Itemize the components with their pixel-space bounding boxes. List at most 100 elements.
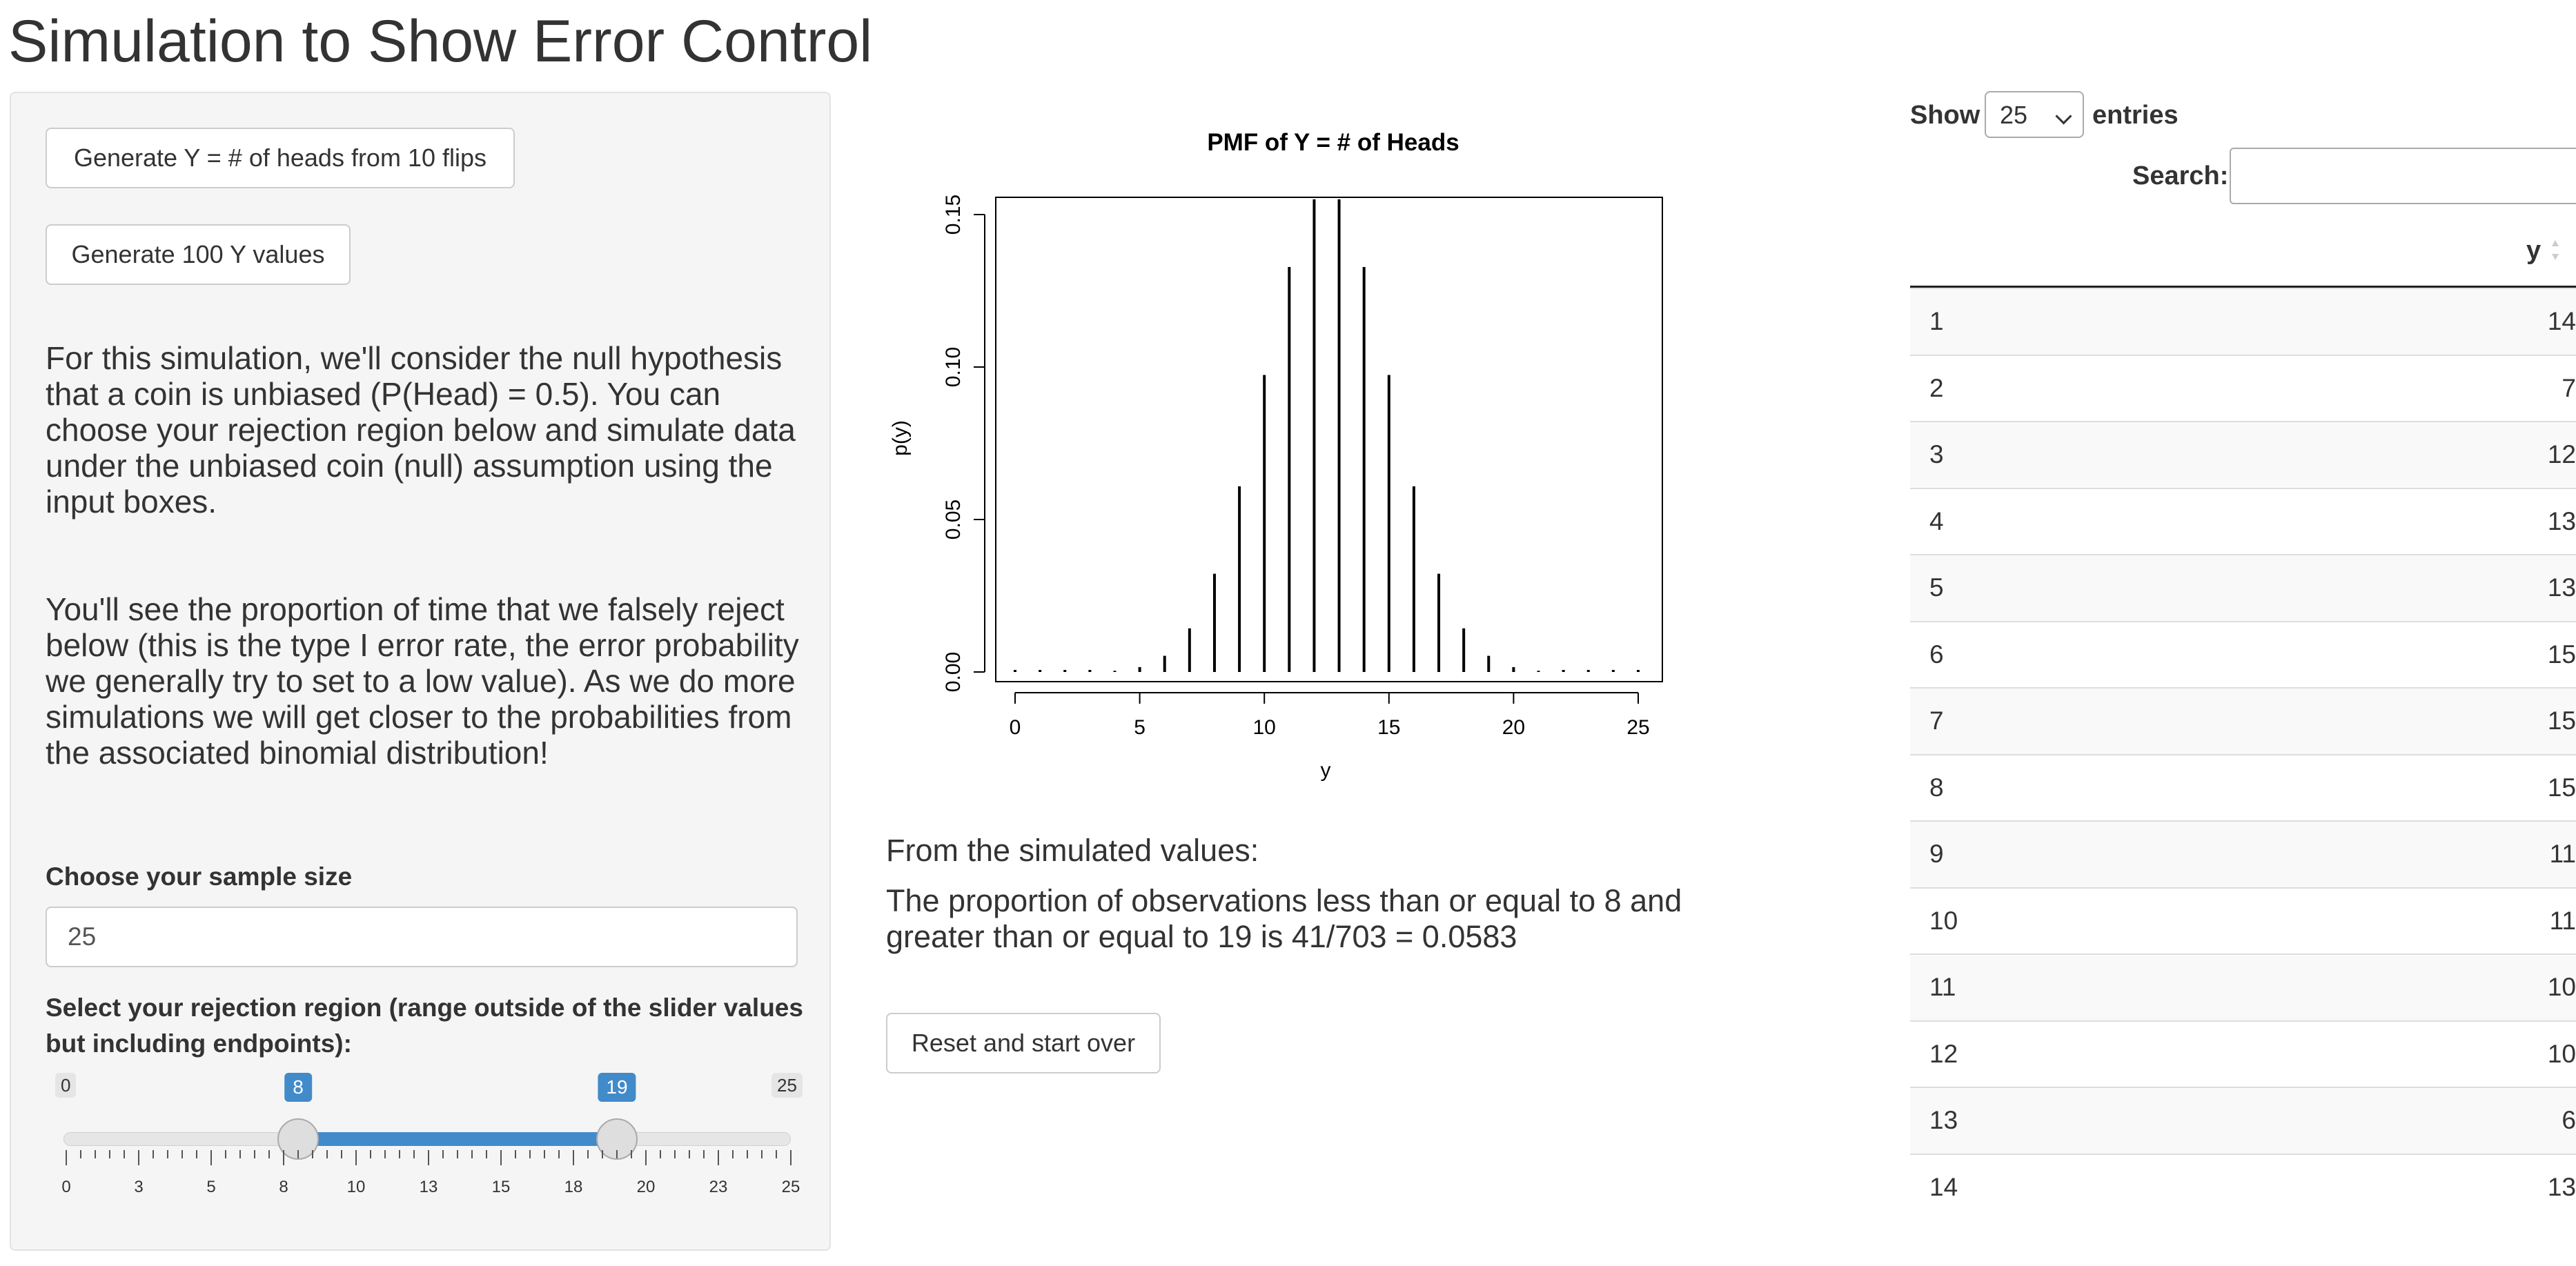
page-title: Simulation to Show Error Control	[8, 8, 873, 75]
slider-tick	[66, 1150, 67, 1165]
sort-icon[interactable]	[2552, 240, 2559, 268]
slider-tick	[689, 1150, 690, 1158]
sample-size-input[interactable]	[46, 907, 798, 967]
generate-100-button[interactable]: Generate 100 Y values	[46, 224, 351, 285]
slider-tick-label: 3	[134, 1178, 144, 1196]
slider-tick-label: 25	[781, 1178, 800, 1196]
row-index-cell: 8	[1929, 773, 1944, 802]
pmf-bars	[1014, 199, 1640, 672]
plot-frame	[995, 197, 1663, 682]
entries-label: entries	[2092, 101, 2179, 130]
rejection-region-slider[interactable]: 0 25 8 19 0 3 5 8 10 13 15 18 20 23 25	[46, 1073, 805, 1266]
slider-tick	[80, 1150, 81, 1158]
row-index-cell: 7	[1929, 706, 1944, 735]
y-tick-label: 0.10	[942, 347, 965, 387]
column-header-y[interactable]: y	[2526, 236, 2541, 265]
slider-tick	[558, 1150, 560, 1158]
slider-tick	[196, 1150, 197, 1158]
slider-tick-label: 15	[491, 1178, 511, 1196]
y-tick-label: 0.15	[942, 195, 965, 235]
results-intro: From the simulated values:	[886, 833, 1259, 868]
table-row[interactable]: 3 12	[1910, 421, 2576, 488]
x-axis-label: y	[1321, 759, 1331, 782]
table-header: y	[1910, 219, 2576, 288]
slider-tick	[384, 1150, 386, 1158]
table-row[interactable]: 6 15	[1910, 620, 2576, 687]
y-axis: 0.00 0.05 0.10 0.15	[942, 195, 985, 692]
slider-tick	[761, 1150, 763, 1158]
slider-max-label: 25	[771, 1073, 803, 1098]
row-index-cell: 4	[1929, 506, 1944, 535]
slider-tick	[268, 1150, 270, 1158]
slider-tick	[312, 1150, 313, 1158]
slider-tick	[225, 1150, 226, 1158]
table-row[interactable]: 13 6	[1910, 1087, 2576, 1154]
entries-length-value: 25	[2000, 101, 2028, 129]
explanation-paragraph: You'll see the proportion of time that w…	[46, 591, 799, 771]
row-index-cell: 11	[1929, 973, 1956, 1001]
slider-tick	[181, 1150, 183, 1158]
slider-tick	[515, 1150, 516, 1158]
y-value-cell: 13	[2547, 506, 2576, 535]
y-axis-label: p(y)	[889, 420, 912, 456]
pmf-chart: PMF of Y = # of Heads 0 5 10 15 20 25 0.000.0…	[889, 129, 1663, 782]
row-index-cell: 10	[1929, 906, 1958, 935]
slider-tick	[297, 1150, 299, 1158]
table-row[interactable]: 4 13	[1910, 487, 2576, 554]
x-tick-label: 25	[1626, 716, 1649, 739]
table-row[interactable]: 9 11	[1910, 820, 2576, 887]
pmf-plot: PMF of Y = # of Heads 0 5 10 15 20 25 0.00 0.0…	[883, 117, 1691, 800]
reset-button[interactable]: Reset and start over	[886, 1013, 1161, 1074]
row-index-cell: 6	[1929, 640, 1944, 669]
y-value-cell: 7	[2562, 373, 2576, 402]
show-label: Show	[1910, 101, 1980, 130]
y-value-cell: 13	[2547, 573, 2576, 602]
slider-tick	[167, 1150, 168, 1158]
slider-tick-label: 0	[61, 1178, 71, 1196]
slider-min-label: 0	[55, 1073, 77, 1098]
slider-tick	[413, 1150, 415, 1158]
table-row[interactable]: 8 15	[1910, 753, 2576, 820]
chart-title: PMF of Y = # of Heads	[1207, 129, 1459, 156]
slider-tick	[254, 1150, 255, 1158]
table-row[interactable]: 7 15	[1910, 687, 2576, 754]
table-row[interactable]: 14 13	[1910, 1153, 2576, 1220]
table-row[interactable]: 12 10	[1910, 1020, 2576, 1087]
slider-tick	[341, 1150, 342, 1158]
slider-tick	[486, 1150, 487, 1158]
y-value-cell: 13	[2547, 1172, 2576, 1201]
slider-tick-label: 23	[709, 1178, 728, 1196]
table-row[interactable]: 1 14	[1910, 288, 2576, 355]
y-value-cell: 10	[2547, 1039, 2576, 1068]
row-index-cell: 2	[1929, 373, 1944, 402]
slider-tick	[428, 1150, 429, 1165]
y-tick-label: 0.05	[942, 500, 965, 540]
row-index-cell: 5	[1929, 573, 1944, 602]
generate-one-button[interactable]: Generate Y = # of heads from 10 flips	[46, 128, 515, 188]
results-proportion-text: The proportion of observations less than…	[886, 883, 1682, 954]
search-label: Search:	[2132, 161, 2229, 190]
table-row[interactable]: 11 10	[1910, 953, 2576, 1020]
slider-tick	[544, 1150, 545, 1158]
slider-tick-label: 8	[279, 1178, 288, 1196]
slider-tick	[587, 1150, 589, 1158]
slider-tick-label: 10	[346, 1178, 366, 1196]
slider-tick	[210, 1150, 212, 1165]
y-value-cell: 10	[2547, 973, 2576, 1001]
data-table: y 1 14 2 7 3 12 4 13 5 13 6 15 7 15 8 15 9 11 10 11 11 10 12 10…	[1910, 219, 2576, 1220]
slider-tick	[109, 1150, 110, 1158]
row-index-cell: 9	[1929, 840, 1944, 868]
slider-tick	[660, 1150, 661, 1158]
row-index-cell: 14	[1929, 1172, 1958, 1201]
slider-tick	[747, 1150, 748, 1158]
search-input[interactable]	[2230, 148, 2576, 204]
slider-tick	[616, 1150, 618, 1158]
intro-paragraph: For this simulation, we'll consider the …	[46, 340, 796, 520]
slider-tick	[399, 1150, 400, 1158]
table-row[interactable]: 10 11	[1910, 887, 2576, 953]
slider-tick	[457, 1150, 458, 1158]
table-row[interactable]: 5 13	[1910, 554, 2576, 621]
entries-length-select[interactable]: 25	[1985, 91, 2084, 138]
row-index-cell: 3	[1929, 440, 1944, 468]
